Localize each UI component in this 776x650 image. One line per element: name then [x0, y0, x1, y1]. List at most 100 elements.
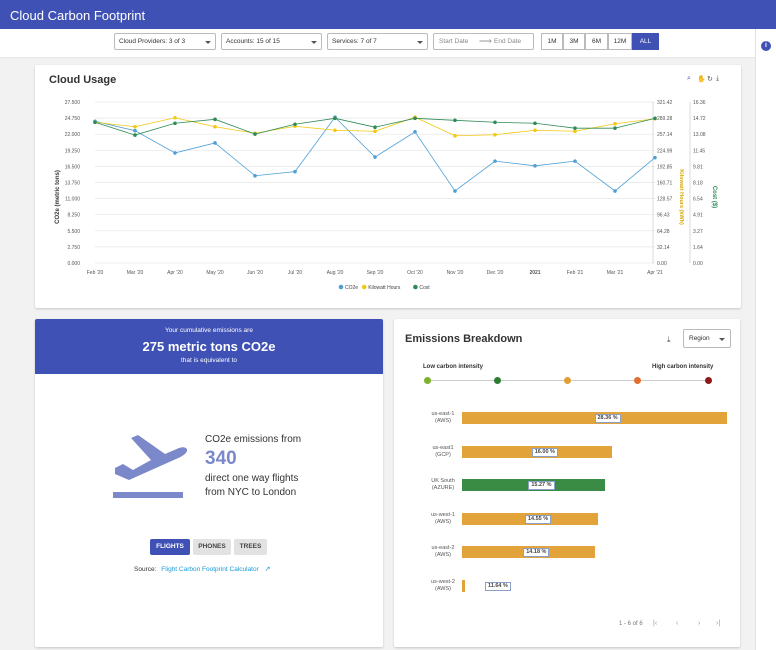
y-tick-label: 19.250 [65, 148, 81, 154]
range-all-button[interactable]: ALL [632, 33, 659, 50]
zoom-icon[interactable]: ⌕ [687, 75, 691, 82]
data-point [533, 121, 537, 126]
y-tick-label: 16.500 [65, 164, 81, 170]
cloud-usage-card: Cloud Usage ⌕ ✋ ↻ ⤓ 0.000 0.00 0.00 2.750 32… [35, 65, 741, 308]
cloud-providers-label: Cloud Providers: 3 of 3 [119, 38, 186, 45]
cloud-providers-dropdown[interactable]: Cloud Providers: 3 of 3 [114, 33, 216, 50]
y3-tick-label: 14.72 [693, 116, 706, 122]
range-12m-button[interactable]: 12M [608, 33, 632, 50]
y-tick-label: 2.750 [67, 245, 80, 251]
data-point [573, 159, 577, 163]
y3-tick-label: 0.00 [693, 261, 703, 267]
y2-axis-label: Kilowatt Hours (kWh) [678, 169, 684, 225]
data-point [173, 151, 177, 155]
source-label: Source: [134, 566, 157, 573]
prev-page-icon[interactable]: ‹ [676, 620, 679, 627]
cloud-usage-chart: 0.000 0.00 0.00 2.750 32.14 1.64 5.500 64.28 3.2… [55, 100, 717, 291]
source-row: Source: Flight Carbon Footprint Calculat… [134, 565, 270, 573]
data-point [453, 133, 457, 138]
y2-tick-label: 128.57 [657, 197, 673, 203]
data-point [533, 164, 537, 168]
source-link[interactable]: Flight Carbon Footprint Calculator [161, 566, 259, 573]
equivalency-desc-line2: from NYC to London [205, 487, 297, 498]
region-label: us-west-1 (AWS) [431, 511, 455, 525]
y3-tick-label: 3.27 [693, 229, 703, 235]
data-point [173, 115, 177, 120]
download-icon[interactable]: ⤓ [716, 75, 720, 82]
data-point [413, 116, 417, 121]
end-date-field[interactable]: End Date [494, 38, 522, 45]
percent-label: 11.64 % [485, 582, 511, 591]
intensity-dot [563, 376, 571, 384]
download-icon[interactable]: ⤓ [667, 335, 671, 344]
x-tick-label: Nov '20 [447, 270, 464, 276]
y-tick-label: 24.750 [65, 116, 81, 122]
region-label: us-east-1 (AWS) [431, 411, 455, 424]
data-point [493, 132, 497, 137]
start-date-field[interactable]: Start Date [439, 38, 469, 45]
x-tick-label: 2021 [529, 270, 540, 276]
pan-icon[interactable]: ✋ [697, 76, 706, 83]
services-label: Services: 7 of 7 [332, 38, 377, 45]
group-by-value: Region [689, 335, 710, 342]
region-label: us-east-2 (AWS) [431, 545, 455, 559]
data-point [653, 155, 657, 160]
accounts-dropdown[interactable]: Accounts: 15 of 15 [221, 33, 322, 50]
data-point [373, 125, 377, 129]
x-tick-label: Sep '20 [367, 270, 384, 276]
data-point [173, 121, 177, 126]
range-6m-button[interactable]: 6M [585, 33, 608, 50]
range-1m-button[interactable]: 1M [541, 33, 563, 50]
data-point [453, 189, 457, 193]
chevron-down-icon [417, 41, 423, 44]
tab-phones[interactable]: PHONES [193, 539, 231, 555]
external-link-icon[interactable]: ↗ [264, 566, 271, 573]
tab-flights[interactable]: FLIGHTS [150, 539, 190, 555]
y3-tick-label: 9.81 [693, 164, 703, 170]
last-page-icon[interactable]: ›| [716, 620, 721, 627]
services-dropdown[interactable]: Services: 7 of 7 [327, 33, 428, 50]
info-icon[interactable]: i [761, 41, 771, 51]
legend-marker [413, 284, 418, 290]
date-range-picker[interactable]: Start Date ⟶ End Date [433, 33, 534, 50]
y2-tick-label: 0.00 [657, 261, 667, 267]
data-point [613, 189, 617, 193]
y2-tick-label: 257.14 [657, 132, 673, 138]
equivalency-number: 340 [205, 448, 237, 469]
data-point [373, 129, 377, 134]
data-point [293, 122, 297, 127]
first-page-icon[interactable]: |‹ [653, 620, 658, 627]
low-intensity-label: Low carbon intensity [423, 364, 484, 370]
tab-trees[interactable]: TREES [234, 539, 267, 555]
range-3m-button[interactable]: 3M [563, 33, 585, 50]
equivalency-desc-line1: direct one way flights [205, 473, 299, 484]
percent-label: 16.00 % [531, 447, 558, 457]
reset-icon[interactable]: ↻ [707, 76, 713, 83]
region-bar[interactable] [462, 580, 465, 592]
group-by-select[interactable]: Region [683, 329, 731, 348]
y-tick-label: 27.500 [65, 100, 81, 106]
data-point [213, 124, 217, 129]
region-label: UK South (AZURE) [431, 478, 455, 492]
accounts-label: Accounts: 15 of 15 [226, 38, 280, 45]
data-point [573, 129, 577, 134]
y3-tick-label: 16.36 [693, 100, 706, 106]
emissions-header: Your cumulative emissions are 275 metric… [35, 319, 383, 374]
y-tick-label: 13.750 [65, 181, 81, 187]
data-point [213, 117, 217, 122]
x-tick-label: Dec '20 [487, 270, 504, 276]
data-point [653, 116, 657, 121]
percent-label: 14.55 % [524, 514, 552, 524]
data-point [493, 159, 497, 163]
x-tick-label: Feb '21 [567, 270, 584, 276]
percent-label: 28.36 % [594, 414, 621, 423]
arrow-right-icon: ⟶ [479, 36, 492, 46]
data-point [253, 132, 257, 136]
data-point [333, 116, 337, 121]
next-page-icon[interactable]: › [698, 620, 701, 627]
y3-tick-label: 11.45 [693, 148, 705, 154]
y-axis-label: CO2e (metric tons) [55, 170, 61, 224]
data-point [613, 121, 617, 126]
y2-tick-label: 160.71 [657, 181, 673, 187]
x-tick-label: Mar '21 [607, 270, 624, 276]
